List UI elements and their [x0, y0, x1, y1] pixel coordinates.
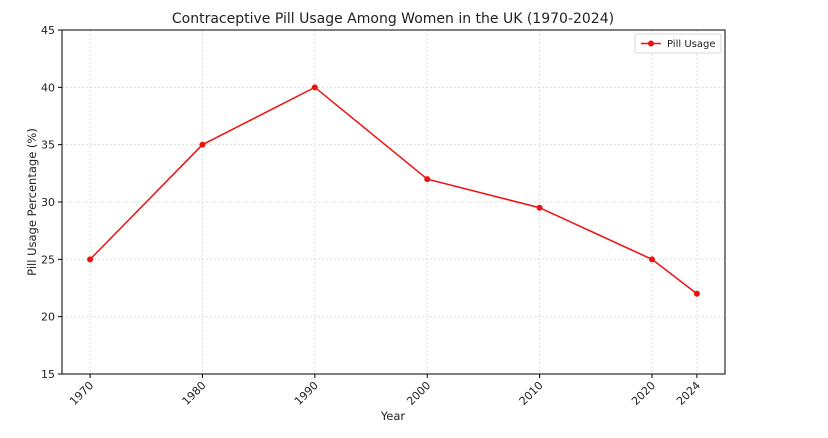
- x-tick-label: 1970: [67, 379, 96, 408]
- data-point: [87, 256, 94, 263]
- y-tick-label: 15: [41, 368, 55, 381]
- x-tick-label: 2010: [517, 379, 546, 408]
- legend: Pill Usage: [634, 33, 722, 54]
- data-point: [199, 141, 206, 148]
- legend-marker-swatch: [648, 40, 654, 47]
- data-point: [424, 176, 431, 183]
- data-point: [536, 204, 543, 211]
- series-layer: [87, 84, 700, 297]
- x-axis-label: Year: [380, 409, 406, 423]
- y-axis-label: Pill Usage Percentage (%): [25, 128, 39, 276]
- y-axis-ticks: 15 20 25 30 35 40 45: [41, 24, 62, 381]
- x-tick-label: 1980: [180, 379, 209, 408]
- x-tick-label: 2024: [674, 379, 703, 408]
- y-tick-label: 45: [41, 24, 55, 37]
- series-line-pill-usage: [89, 86, 698, 295]
- plot-frame: [61, 29, 726, 375]
- data-point: [693, 290, 700, 297]
- data-point: [648, 256, 655, 263]
- x-tick-label: 1990: [292, 379, 321, 408]
- y-tick-label: 30: [41, 196, 55, 209]
- x-tick-label: 2020: [629, 379, 658, 408]
- y-tick-label: 35: [41, 139, 55, 152]
- legend-entry-pill-usage: Pill Usage: [667, 39, 715, 50]
- grid-lines: [62, 29, 725, 375]
- data-point: [311, 84, 318, 91]
- y-tick-label: 20: [41, 311, 55, 324]
- x-axis-ticks: 1970 1980 1990 2000 2010 2020 2024: [67, 374, 703, 408]
- x-tick-label: 2000: [404, 379, 433, 408]
- y-tick-label: 25: [41, 253, 55, 266]
- chart-title: Contraceptive Pill Usage Among Women in …: [172, 11, 614, 27]
- y-tick-label: 40: [41, 81, 55, 94]
- legend-box: [634, 33, 722, 54]
